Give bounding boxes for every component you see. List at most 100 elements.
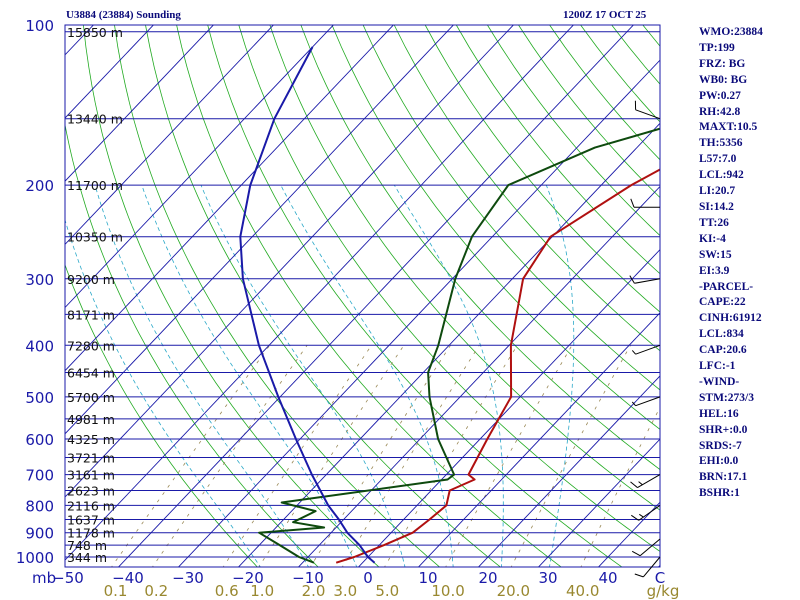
moist-adiabat-line — [200, 184, 406, 567]
index-item: EI:3.9 — [699, 264, 730, 277]
index-item: LI:20.7 — [699, 185, 736, 198]
height-label: 7280 m — [67, 338, 115, 353]
height-label: 9200 m — [67, 272, 115, 287]
dry-adiabat-line — [114, 25, 441, 567]
dry-adiabat-line — [238, 25, 660, 552]
height-label: 10350 m — [67, 230, 123, 245]
pressure-label: 100 — [25, 17, 54, 35]
mixing-ratio-line — [510, 345, 631, 567]
temperature-unit-label: C — [655, 569, 665, 587]
height-labels: 15850 m 13440 m 11700 m 10350 m 9200 m 8171 m… — [67, 25, 123, 565]
mixing-ratio-line — [580, 406, 660, 567]
mixing-ratio-line — [258, 345, 405, 567]
wind-barb-staff — [642, 556, 661, 578]
height-label: 3161 m — [67, 468, 115, 483]
dry-adiabat-line — [145, 25, 501, 567]
isotherm-line — [65, 25, 155, 119]
temperature-tick-label: 0 — [363, 569, 373, 587]
wind-barb — [631, 396, 661, 407]
mixing-ratio-labels: 0.1 0.2 0.6 1.0 2.0 3.0 5.0 10.0 20.0 40.0 g/kg — [104, 582, 680, 600]
index-item: CAP:20.6 — [699, 344, 747, 357]
height-label: 3721 m — [67, 451, 115, 466]
dry-adiabat-line — [65, 263, 258, 567]
moist-adiabat-line — [280, 184, 454, 567]
dry-adiabat-line — [424, 25, 660, 313]
index-item: RH:42.8 — [699, 105, 741, 118]
isotherm-line — [65, 25, 275, 246]
isotherm-line — [297, 185, 660, 567]
height-label: 1637 m — [67, 513, 115, 528]
moist-adiabat-line — [141, 184, 358, 567]
height-label: 748 m — [67, 538, 107, 553]
isotherm-line — [65, 25, 455, 435]
isotherm-line — [477, 375, 660, 567]
wind-barb — [634, 556, 661, 578]
wind-barb-staff — [639, 538, 661, 557]
pressure-label: 300 — [25, 271, 54, 289]
index-item: SRDS:-7 — [699, 439, 742, 452]
pressure-label: 700 — [25, 467, 54, 485]
temperature-tick-label: 10 — [418, 569, 437, 587]
mixing-ratio-tick-label: 20.0 — [497, 582, 530, 600]
wind-barb-staff — [635, 344, 661, 355]
mixing-ratio-tick-label: 0.6 — [215, 582, 239, 600]
height-label: 344 m — [67, 550, 107, 565]
mixing-ratio-line — [445, 345, 573, 567]
temperature-tick-label: −40 — [112, 569, 144, 587]
parcel-profile-line — [239, 46, 376, 564]
pressure-unit-label: mb — [32, 569, 56, 587]
pressure-label: 900 — [25, 525, 54, 543]
background-grid — [65, 25, 660, 567]
isobars — [65, 31, 660, 558]
index-item: EHI:0.0 — [699, 455, 739, 468]
height-label: 13440 m — [67, 112, 123, 127]
height-label: 2116 m — [67, 498, 115, 513]
height-label: 5700 m — [67, 390, 115, 405]
dry-adiabat-line — [176, 25, 562, 567]
index-item: MAXT:10.5 — [699, 121, 758, 134]
isotherm-line — [65, 25, 335, 309]
temperature-axis-labels: −50 −40 −30 −20 −10 0 10 20 30 40 C — [52, 569, 665, 587]
mixing-ratio-line — [309, 345, 451, 567]
dry-adiabat-line — [269, 25, 660, 511]
stability-indices: WMO:23884 TP:199 FRZ: BG WB0: BG PW:0.27 RH:4… — [699, 25, 763, 502]
plot-frame — [64, 24, 661, 568]
pressure-label: 600 — [25, 431, 54, 449]
wind-barb-flag — [631, 514, 639, 521]
mixing-ratio-tick-label: 2.0 — [302, 582, 326, 600]
index-item: LCL:942 — [699, 169, 744, 182]
index-item: WMO:23884 — [699, 26, 763, 38]
wind-barb — [631, 344, 661, 355]
moist-adiabat-line — [65, 218, 261, 567]
index-item: LFC:-1 — [699, 360, 736, 373]
height-label: 2623 m — [67, 484, 115, 499]
isotherm-line — [537, 438, 660, 567]
index-item: HEL:16 — [699, 407, 739, 420]
index-item: STM:273/3 — [699, 391, 754, 404]
index-item: TP:199 — [699, 41, 735, 54]
dry-adiabat-line — [393, 25, 660, 352]
index-item: SI:14.2 — [699, 200, 734, 213]
index-item: BRN:17.1 — [699, 471, 748, 484]
station-title: U3884 (23884) Sounding — [66, 9, 181, 21]
pressure-labels: 100 200 300 400 500 600 700 800 900 1000 mb — [16, 17, 56, 587]
index-item: BSHR:1 — [699, 487, 740, 500]
mixing-ratio-tick-label: 0.1 — [104, 582, 128, 600]
mixing-ratio-unit-label: g/kg — [647, 582, 680, 600]
temperature-tick-label: −30 — [172, 569, 204, 587]
pressure-label: 800 — [25, 497, 54, 515]
wind-barb — [634, 100, 661, 120]
mixing-ratio-tick-label: 3.0 — [333, 582, 357, 600]
temperature-tick-label: −10 — [292, 569, 324, 587]
index-item: PW:0.27 — [699, 89, 741, 102]
wind-barb-staff — [638, 504, 661, 521]
wind-barb — [630, 198, 660, 208]
wind-barb — [629, 275, 661, 284]
wind-barb — [630, 474, 661, 489]
wind-barb-flag — [634, 573, 644, 578]
wind-barb-flag — [631, 350, 636, 355]
index-item: SW:15 — [699, 248, 732, 261]
wind-barb-flag — [638, 481, 643, 486]
